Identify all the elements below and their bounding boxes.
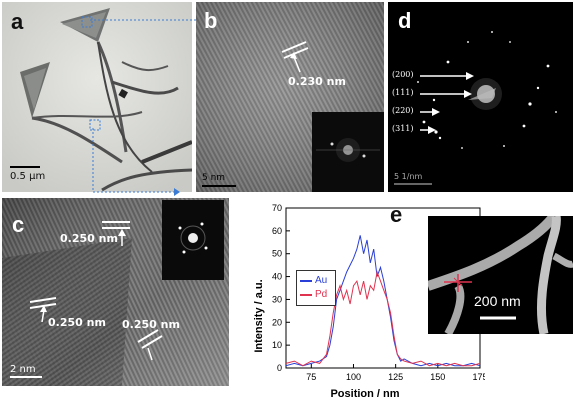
panel-b-label: b	[204, 8, 218, 33]
series-line-pd	[285, 270, 481, 367]
x-tick-label: 125	[388, 372, 403, 382]
y-tick-label: 50	[272, 249, 282, 259]
y-tick-label: 20	[272, 317, 282, 327]
panel-e-inset-wires	[428, 216, 573, 334]
panel-c-hrtem-image	[2, 198, 229, 386]
panel-c-label: c	[12, 212, 25, 237]
chart-y-axis-label: Intensity / a.u.	[253, 279, 265, 352]
panel-d-ring-311: (311)	[392, 124, 414, 133]
y-tick-label: 0	[277, 363, 282, 373]
series-line-au	[285, 235, 481, 367]
legend-swatch-au	[300, 279, 312, 282]
legend-entry-pd: Pd	[300, 289, 327, 300]
panel-d-ring-200: (200)	[392, 70, 414, 79]
panel-b-lattice-spacing: 0.230 nm	[288, 75, 346, 88]
y-tick-label: 30	[272, 294, 282, 304]
panel-a-tem-image	[2, 2, 192, 192]
panel-c-spacing-1: 0.250 nm	[60, 232, 118, 245]
panel-e: 75 100 125 150 175 0 10 20 30 40 50 60 70 Intensity …	[240, 196, 573, 405]
panel-d-ring-220: (220)	[392, 106, 414, 115]
legend-entry-au: Au	[300, 275, 327, 286]
chart-legend: Au Pd	[296, 270, 336, 306]
x-tick-label: 100	[346, 372, 361, 382]
y-tick-label: 40	[272, 272, 282, 282]
panel-d: d (200) (111) (220) (311) 5 1/nm	[388, 2, 573, 192]
chart-series	[285, 235, 481, 367]
panel-d-ring-111: (111)	[392, 88, 414, 97]
x-tick-label: 175	[472, 372, 485, 382]
panel-b: b 0.230 nm 5 nm	[196, 2, 384, 192]
panel-c-scale-bar-label: 2 nm	[10, 364, 36, 375]
y-tick-label: 70	[272, 203, 282, 213]
x-tick-label: 75	[306, 372, 316, 382]
panel-a: a 0.5 μm	[2, 2, 192, 192]
y-tick-label: 60	[272, 226, 282, 236]
panel-b-scale-bar-label: 5 nm	[202, 173, 226, 183]
legend-label-au: Au	[315, 275, 328, 286]
panel-c-spacing-2: 0.250 nm	[48, 316, 106, 329]
panel-e-line-profile-chart: 75 100 125 150 175 0 10 20 30 40 50 60 70 Intensity …	[253, 203, 485, 400]
panel-a-label: a	[11, 9, 24, 34]
panel-d-saed-pattern	[388, 2, 573, 192]
panel-c: c 0.250 nm 0.250 nm 0.250 nm 2 nm	[2, 198, 229, 386]
panel-e-label: e	[390, 202, 403, 227]
panel-b-hrtem-image	[196, 2, 384, 192]
panel-c-spacing-3: 0.250 nm	[122, 318, 180, 331]
legend-swatch-pd	[300, 293, 312, 296]
legend-label-pd: Pd	[315, 289, 328, 300]
panel-d-label: d	[398, 8, 412, 33]
y-tick-label: 10	[272, 340, 282, 350]
panel-e-inset-scale-bar-label: 200 nm	[474, 293, 521, 309]
chart-x-axis-label: Position / nm	[330, 388, 399, 400]
panel-d-scale-bar-label: 5 1/nm	[394, 172, 423, 181]
panel-a-scale-bar-label: 0.5 μm	[10, 171, 46, 182]
panel-e-inset-image: 200 nm	[428, 216, 573, 334]
x-tick-label: 150	[430, 372, 445, 382]
